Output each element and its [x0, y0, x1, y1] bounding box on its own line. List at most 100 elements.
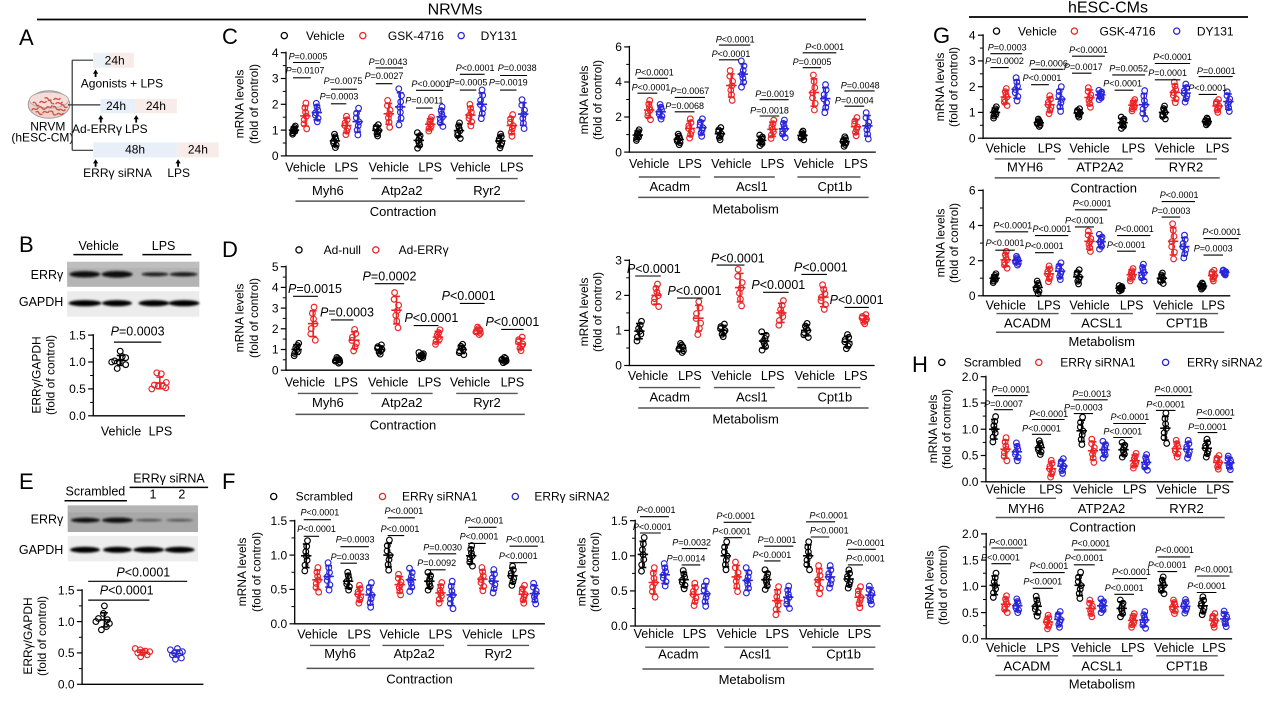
svg-text:P<0.0001: P<0.0001 — [1154, 385, 1193, 395]
svg-text:4: 4 — [272, 281, 279, 295]
svg-text:P=0.0032: P=0.0032 — [672, 537, 711, 547]
svg-text:LPS: LPS — [152, 239, 176, 253]
svg-text:2: 2 — [272, 98, 279, 112]
svg-text:P=0.0015: P=0.0015 — [288, 282, 342, 296]
svg-text:mRNA levels: mRNA levels — [934, 209, 948, 278]
svg-text:1: 1 — [272, 123, 279, 137]
svg-text:Contraction: Contraction — [370, 418, 436, 433]
svg-text:Contraction: Contraction — [386, 671, 452, 686]
svg-text:B: B — [19, 232, 34, 257]
svg-text:Vehicle: Vehicle — [795, 369, 835, 383]
svg-text:P<0.0001: P<0.0001 — [1022, 424, 1061, 434]
svg-text:LPS: LPS — [334, 161, 358, 175]
svg-text:Vehicle: Vehicle — [711, 157, 751, 171]
svg-text:6: 6 — [969, 184, 976, 198]
svg-text:1.5: 1.5 — [962, 396, 979, 410]
svg-text:0.0: 0.0 — [962, 632, 979, 646]
svg-text:3: 3 — [969, 54, 976, 68]
svg-text:P<0.0001: P<0.0001 — [1025, 241, 1064, 251]
svg-text:(fold of control): (fold of control) — [940, 389, 954, 469]
svg-text:P=0.0027: P=0.0027 — [365, 71, 404, 81]
svg-text:1: 1 — [615, 324, 622, 338]
svg-text:LPS: LPS — [501, 376, 525, 390]
svg-text:P=0.0002: P=0.0002 — [363, 269, 417, 283]
svg-text:Metabolism: Metabolism — [719, 672, 785, 687]
svg-text:LPS: LPS — [683, 627, 707, 641]
svg-text:RYR2: RYR2 — [1169, 501, 1203, 516]
svg-text:LPS: LPS — [848, 627, 872, 641]
svg-text:Vehicle: Vehicle — [450, 161, 490, 175]
svg-text:P<0.0001: P<0.0001 — [1188, 83, 1227, 93]
svg-text:LPS: LPS — [125, 122, 148, 136]
svg-text:P=0.0014: P=0.0014 — [667, 554, 706, 564]
svg-text:P<0.0001: P<0.0001 — [716, 511, 755, 521]
svg-text:ERRγ siRNA1: ERRγ siRNA1 — [402, 490, 478, 504]
svg-text:H: H — [912, 352, 928, 377]
svg-text:0.0: 0.0 — [962, 475, 979, 489]
svg-text:Acadm: Acadm — [649, 390, 689, 405]
svg-text:P=0.0003: P=0.0003 — [111, 325, 165, 339]
svg-text:24h: 24h — [105, 54, 125, 68]
svg-text:P<0.0001: P<0.0001 — [1105, 583, 1144, 593]
svg-text:mRNA levels: mRNA levels — [933, 53, 947, 122]
svg-text:0.5: 0.5 — [962, 606, 979, 620]
svg-text:0.5: 0.5 — [962, 449, 979, 463]
svg-text:P=0.0067: P=0.0067 — [670, 86, 709, 96]
svg-text:ERRγ siRNA: ERRγ siRNA — [83, 166, 152, 180]
svg-text:Vehicle: Vehicle — [986, 641, 1026, 655]
svg-text:Ad-ERRγ: Ad-ERRγ — [72, 122, 122, 136]
svg-text:0.5: 0.5 — [69, 382, 86, 396]
svg-text:LPS: LPS — [429, 627, 453, 641]
svg-text:2: 2 — [272, 322, 279, 336]
svg-text:P<0.0001: P<0.0001 — [506, 535, 545, 545]
svg-text:MYH6: MYH6 — [1008, 501, 1044, 516]
svg-text:4: 4 — [969, 28, 976, 42]
svg-text:(fold of control): (fold of control) — [588, 532, 602, 612]
svg-text:Ryr2: Ryr2 — [485, 646, 512, 661]
svg-text:Vehicle: Vehicle — [634, 627, 674, 641]
svg-text:P<0.0001: P<0.0001 — [794, 261, 848, 275]
svg-text:Vehicle: Vehicle — [462, 627, 502, 641]
svg-text:P<0.0001: P<0.0001 — [712, 49, 751, 59]
svg-text:Metabolism: Metabolism — [712, 202, 778, 217]
svg-text:P=0.0003: P=0.0003 — [336, 535, 375, 545]
svg-text:P<0.0001: P<0.0001 — [381, 524, 420, 534]
svg-text:Ryr2: Ryr2 — [473, 183, 500, 198]
svg-text:ACSL1: ACSL1 — [1081, 315, 1122, 330]
svg-text:P<0.0001: P<0.0001 — [1023, 577, 1062, 587]
svg-text:P=0.0001: P=0.0001 — [758, 535, 797, 545]
svg-text:Vehicle: Vehicle — [306, 29, 345, 43]
svg-text:P=0.0018: P=0.0018 — [750, 105, 789, 115]
svg-text:P<0.0001: P<0.0001 — [1103, 427, 1142, 437]
svg-text:P=0.0003: P=0.0003 — [988, 42, 1027, 52]
svg-text:Contraction: Contraction — [1070, 181, 1136, 196]
svg-text:1.0: 1.0 — [271, 548, 288, 562]
svg-text:(fold of control): (fold of control) — [247, 278, 261, 358]
svg-text:P<0.0001: P<0.0001 — [456, 63, 495, 73]
svg-text:Vehicle: Vehicle — [1069, 299, 1109, 313]
svg-text:Cpt1b: Cpt1b — [826, 647, 861, 662]
svg-text:Vehicle: Vehicle — [369, 161, 409, 175]
svg-text:LPS: LPS — [844, 157, 868, 171]
svg-text:Vehicle: Vehicle — [380, 627, 420, 641]
svg-text:P<0.0001: P<0.0001 — [1029, 561, 1068, 571]
svg-text:ERRγ siRNA: ERRγ siRNA — [133, 471, 205, 485]
svg-text:1.5: 1.5 — [58, 584, 75, 598]
svg-text:F: F — [222, 469, 235, 494]
svg-text:LPS: LPS — [1201, 299, 1225, 313]
svg-text:Atp2a2: Atp2a2 — [381, 183, 422, 198]
svg-text:GSK-4716: GSK-4716 — [1099, 24, 1155, 38]
svg-text:ACADM: ACADM — [1004, 315, 1051, 330]
svg-text:P<0.0001: P<0.0001 — [1023, 73, 1062, 83]
svg-text:Ryr2: Ryr2 — [473, 395, 500, 410]
svg-text:Vehicle: Vehicle — [1154, 641, 1194, 655]
svg-text:P=0.0005: P=0.0005 — [793, 57, 832, 67]
svg-text:LPS: LPS — [844, 369, 868, 383]
svg-text:P<0.0001: P<0.0001 — [1196, 407, 1235, 417]
svg-text:LPS: LPS — [500, 161, 524, 175]
svg-text:Vehicle: Vehicle — [79, 239, 119, 253]
svg-text:NRVMs: NRVMs — [428, 2, 483, 19]
svg-text:P=0.0019: P=0.0019 — [755, 89, 794, 99]
svg-text:Vehicle: Vehicle — [1155, 142, 1195, 156]
svg-text:LPS: LPS — [1122, 142, 1146, 156]
